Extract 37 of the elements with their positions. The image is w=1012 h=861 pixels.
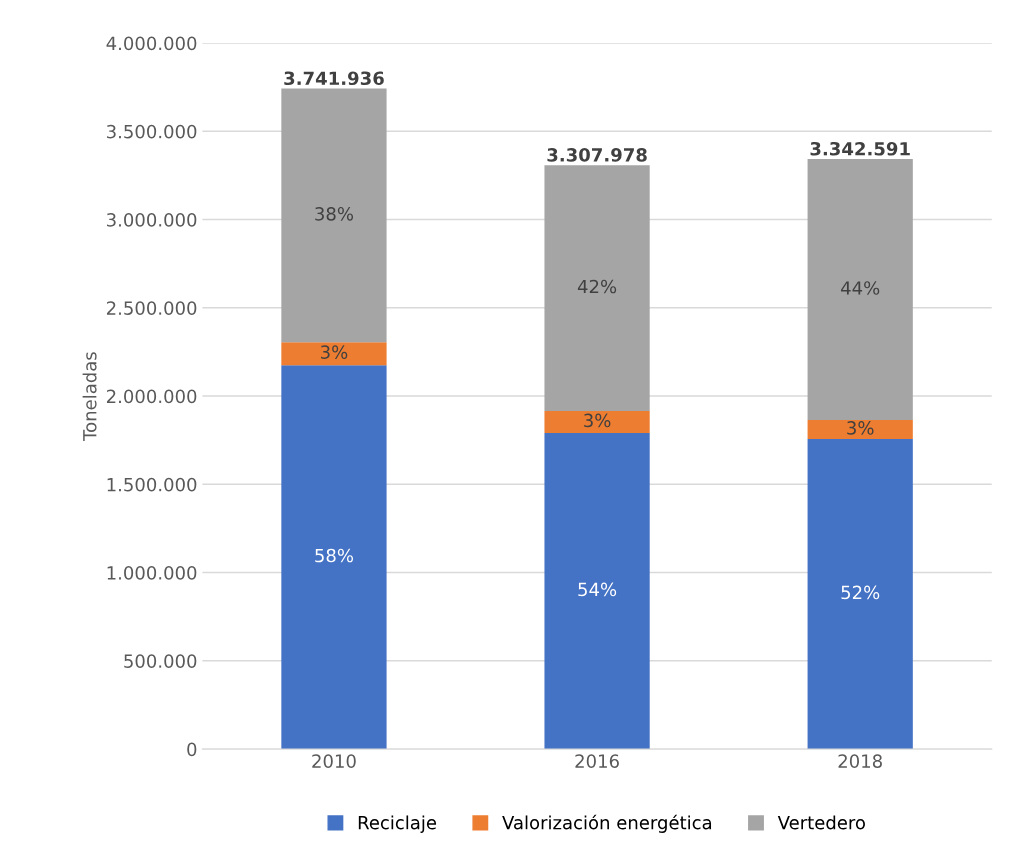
- annotation: 54%: [578, 582, 617, 597]
- annotation: 58%: [315, 548, 354, 563]
- bar: [281, 88, 387, 343]
- y-tick-label: 3.500.000: [107, 124, 197, 139]
- bar: [544, 432, 650, 750]
- bar: [544, 165, 650, 412]
- legend-label: Vertedero: [777, 815, 865, 830]
- annotation: 3%: [847, 421, 874, 435]
- bar: [281, 365, 387, 750]
- annotation: 3%: [321, 345, 348, 359]
- bar: [807, 438, 913, 750]
- annotation: 44%: [841, 281, 880, 295]
- bar: [544, 411, 650, 433]
- annotation: 42%: [577, 279, 617, 294]
- y-axis-title: Toneladas: [82, 352, 97, 441]
- y-tick-label: 500.000: [124, 654, 197, 668]
- bar: [281, 342, 387, 366]
- y-tick-label: 2.000.000: [106, 389, 197, 404]
- annotation: 38%: [315, 206, 354, 221]
- legend-label: Reciclaje: [358, 815, 437, 833]
- legend-label: Valorización energética: [502, 814, 712, 833]
- y-tick-label: 2.500.000: [106, 301, 197, 315]
- y-tick-label: 1.500.000: [107, 477, 197, 492]
- x-tick-label: 2010: [312, 754, 356, 768]
- y-tick-label: 4.000.000: [106, 36, 197, 51]
- y-tick-label: 0: [187, 742, 197, 757]
- y-tick-label: 3.000.000: [107, 213, 197, 227]
- annotation: 52%: [841, 585, 880, 600]
- y-tick-label: 1.000.000: [107, 566, 197, 580]
- total-label: 3.741.936: [284, 71, 384, 86]
- bar: [807, 159, 913, 421]
- bar: [807, 420, 913, 439]
- x-tick-label: 2016: [575, 754, 619, 768]
- total-label: 3.342.591: [810, 141, 910, 156]
- x-tick-label: 2018: [838, 754, 882, 768]
- total-label: 3.307.978: [547, 148, 647, 162]
- annotation: 3%: [584, 413, 611, 428]
